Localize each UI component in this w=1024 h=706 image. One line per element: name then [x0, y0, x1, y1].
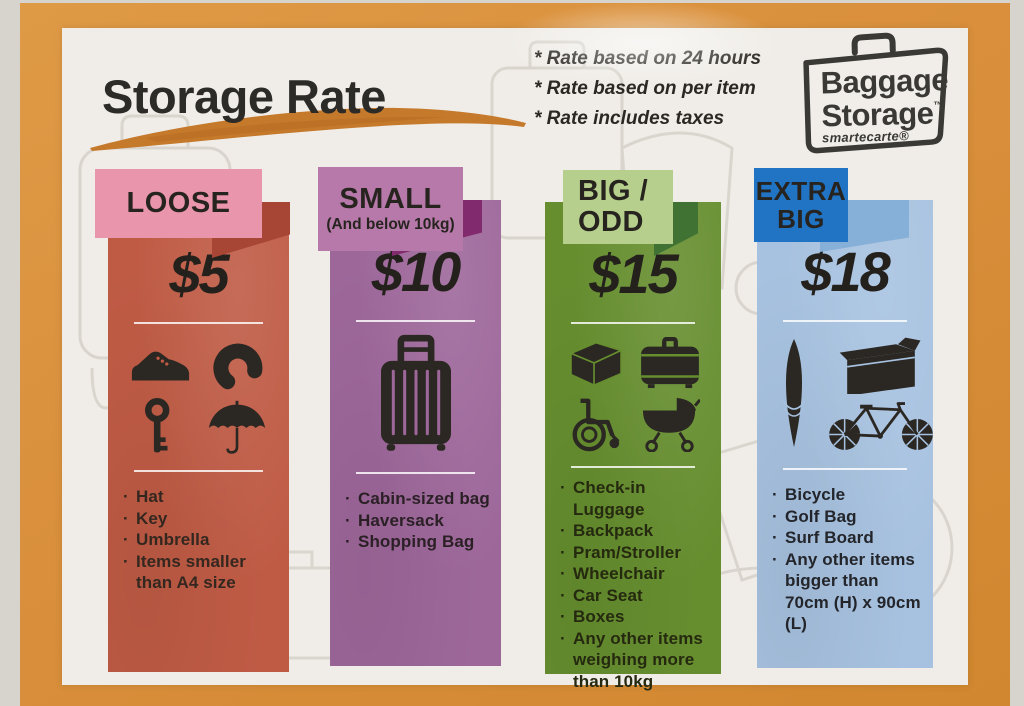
golf-bag-icon [839, 337, 921, 394]
list-item: Wheelchair [560, 563, 713, 585]
key-icon [145, 397, 170, 452]
cabin-suitcase-icon [380, 334, 451, 451]
box-icon [570, 342, 622, 386]
items-list: Check-in LuggageBackpackPram/StrollerWhe… [545, 468, 721, 692]
column-big-odd: $15 [62, 28, 968, 691]
separator-line [134, 470, 263, 472]
column-tag-big-odd: BIG / ODD [563, 170, 673, 244]
list-item: Golf Bag [772, 506, 925, 528]
list-item: Any other items weighing more than 10kg [560, 628, 713, 693]
list-item: Haversack [345, 510, 493, 532]
separator-line [783, 320, 907, 322]
logo-word-1: Baggage [820, 62, 949, 100]
pram-icon [642, 397, 700, 452]
separator-line [571, 322, 695, 324]
list-item: Car Seat [560, 585, 713, 607]
list-item: Backpack [560, 520, 713, 542]
shoe-icon [132, 351, 190, 380]
separator-line [356, 320, 475, 322]
separator-line [571, 466, 695, 468]
price-label: $15 [589, 242, 678, 305]
logo-brand: smartecarte® [822, 128, 909, 145]
logo-trademark: ™ [933, 100, 943, 111]
column-tag-extra-big: EXTRA BIG [754, 168, 848, 242]
bicycle-icon [829, 402, 933, 450]
umbrella-icon [208, 400, 265, 454]
list-item: Surf Board [772, 527, 925, 549]
list-item: Pram/Stroller [560, 542, 713, 564]
items-list: HatKeyUmbrellaItems smaller than A4 size [108, 472, 289, 594]
column-extra-big: $18 [62, 28, 968, 685]
list-item: * Rate includes taxes [534, 108, 725, 129]
rate-notes: * Rate based on 24 hours * Rate based on … [534, 44, 761, 134]
price-label: $18 [801, 240, 890, 303]
logo-word-2: Storage [821, 96, 934, 134]
column-loose: $5 [62, 28, 968, 685]
poster: Storage Rate * Rate based on 24 hours * R… [62, 0, 968, 691]
suitcase-icon [641, 337, 699, 389]
surfboard-icon [782, 339, 806, 447]
items-list: Cabin-sized bagHaversackShopping Bag [330, 474, 501, 553]
list-item: * Rate based on 24 hours [534, 48, 762, 69]
separator-line [134, 322, 263, 324]
list-item: * Rate based on per item [534, 78, 756, 99]
brush-stroke [90, 107, 526, 151]
neck-pillow-icon [213, 343, 263, 389]
items-list: BicycleGolf BagSurf BoardAny other items… [757, 470, 933, 635]
list-item: Boxes [560, 606, 713, 628]
list-item: Check-in Luggage [560, 477, 713, 520]
column-small: $10 Cabin-sized bagHaversackShop [62, 28, 968, 685]
suitcase-outline-icon [803, 32, 949, 154]
wheelchair-icon [572, 398, 620, 452]
separator-line [783, 468, 907, 470]
baggage-storage-logo: Baggage Storage ™ smartecarte® [803, 32, 949, 154]
list-item: Key [123, 508, 281, 530]
separator-line [356, 472, 475, 474]
list-item: Cabin-sized bag [345, 488, 493, 510]
list-item: Any other items bigger than 70cm (H) x 9… [772, 549, 925, 635]
column-tag-loose: LOOSE [95, 169, 262, 238]
list-item: Items smaller than A4 size [123, 551, 281, 594]
poster-title: Storage Rate [102, 70, 386, 124]
list-item: Hat [123, 486, 281, 508]
list-item: Shopping Bag [345, 531, 493, 553]
list-item: Umbrella [123, 529, 281, 551]
column-tag-small: SMALL (And below 10kg) [318, 167, 463, 251]
list-item: Bicycle [772, 484, 925, 506]
